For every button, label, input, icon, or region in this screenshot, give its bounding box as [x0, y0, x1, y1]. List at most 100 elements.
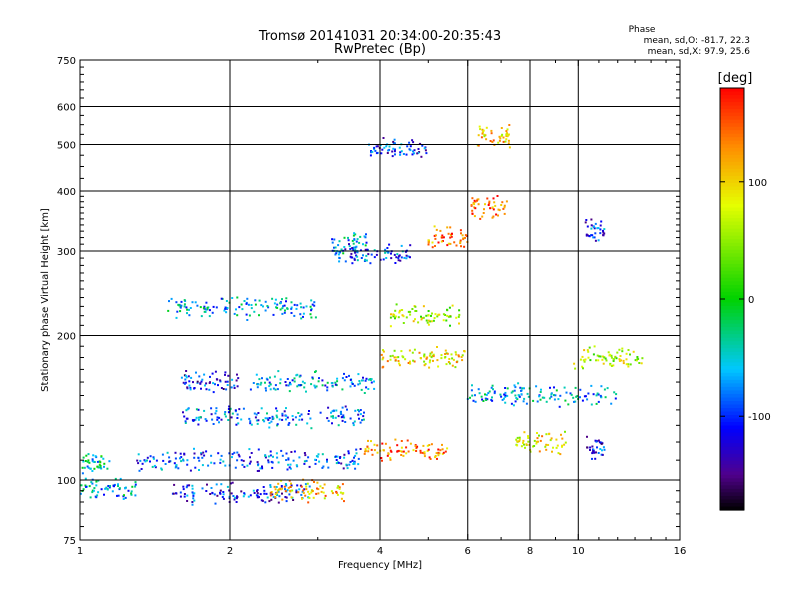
- echo-point: [409, 442, 412, 445]
- echo-point: [269, 383, 272, 386]
- echo-point: [400, 244, 403, 247]
- echo-point: [610, 365, 613, 367]
- echo-point: [301, 418, 304, 421]
- echo-point: [449, 315, 452, 318]
- y-tick-label: 200: [57, 332, 76, 343]
- echo-point: [459, 242, 462, 244]
- echo-point: [210, 407, 213, 410]
- echo-point: [482, 129, 485, 132]
- echo-point: [583, 360, 586, 363]
- echo-point: [514, 400, 517, 403]
- echo-point: [196, 380, 199, 383]
- echo-point: [211, 418, 214, 421]
- echo-point: [445, 352, 448, 355]
- echo-point: [314, 462, 317, 465]
- echo-point: [237, 377, 240, 380]
- echo-point: [307, 496, 310, 499]
- echo-point: [445, 363, 448, 366]
- echo-point: [213, 462, 216, 465]
- echo-point: [436, 457, 438, 460]
- echo-point: [273, 302, 276, 305]
- echo-point: [326, 458, 328, 461]
- echo-point: [228, 405, 231, 408]
- echo-point: [200, 452, 203, 455]
- echo-point: [389, 355, 392, 358]
- echo-point: [194, 301, 197, 304]
- echo-point: [503, 206, 506, 209]
- echo-point: [334, 381, 337, 384]
- echo-point: [432, 353, 435, 356]
- echo-point: [198, 375, 201, 378]
- echo-point: [274, 493, 277, 495]
- echo-point: [276, 424, 279, 427]
- echo-point: [201, 464, 204, 467]
- echo-point: [371, 453, 374, 456]
- echo-point: [586, 435, 588, 438]
- echo-point: [440, 240, 443, 243]
- echo-point: [281, 414, 284, 417]
- echo-point: [596, 354, 599, 357]
- echo-point: [205, 301, 208, 304]
- echo-point: [203, 409, 206, 412]
- echo-point: [364, 448, 367, 451]
- echo-point: [242, 495, 245, 498]
- echo-point: [215, 407, 218, 410]
- echo-point: [262, 419, 265, 422]
- echo-point: [463, 245, 466, 248]
- echo-point: [198, 469, 200, 471]
- echo-point: [193, 452, 196, 455]
- echo-point: [395, 256, 398, 259]
- echo-point: [335, 491, 338, 494]
- echo-point: [492, 215, 495, 218]
- colorbar-segment: [720, 351, 744, 356]
- echo-point: [412, 359, 415, 362]
- colorbar-segment: [720, 450, 744, 455]
- echo-point: [340, 497, 343, 500]
- echo-point: [184, 374, 187, 377]
- echo-point: [264, 300, 267, 303]
- echo-point: [342, 492, 345, 495]
- echo-point: [600, 396, 603, 399]
- echo-point: [593, 345, 596, 348]
- echo-point: [381, 358, 384, 361]
- echo-point: [277, 461, 280, 464]
- echo-point: [313, 384, 316, 387]
- echo-point: [290, 301, 293, 304]
- echo-point: [94, 455, 97, 458]
- echo-point: [186, 463, 189, 466]
- colorbar-segment: [720, 408, 744, 413]
- echo-point: [242, 407, 245, 410]
- echo-point: [276, 494, 279, 496]
- echo-point: [112, 484, 115, 487]
- echo-point: [615, 357, 618, 360]
- echo-point: [504, 401, 507, 404]
- echo-point: [344, 421, 347, 423]
- echo-point: [288, 422, 291, 424]
- echo-point: [392, 315, 395, 318]
- echo-point: [95, 484, 98, 487]
- colorbar-segment: [720, 246, 744, 251]
- echo-point: [248, 462, 251, 465]
- colorbar-segment: [720, 291, 744, 297]
- echo-point: [508, 124, 511, 126]
- colorbar-segment: [720, 267, 744, 272]
- echo-point: [370, 378, 373, 381]
- echo-point: [373, 449, 376, 452]
- echo-point: [222, 460, 225, 463]
- echo-point: [579, 396, 581, 399]
- echo-point: [397, 259, 400, 262]
- echo-point: [179, 491, 182, 494]
- echo-point: [283, 485, 286, 488]
- echo-point: [447, 315, 450, 318]
- echo-point: [270, 498, 273, 501]
- echo-point: [272, 496, 275, 498]
- echo-point: [415, 447, 418, 450]
- echo-point: [584, 395, 587, 398]
- echo-point: [257, 448, 260, 451]
- echo-point: [373, 443, 376, 446]
- echo-point: [202, 307, 205, 310]
- echo-point: [503, 204, 506, 207]
- echo-point: [229, 407, 232, 410]
- echo-point: [473, 206, 476, 209]
- echo-point: [261, 499, 264, 502]
